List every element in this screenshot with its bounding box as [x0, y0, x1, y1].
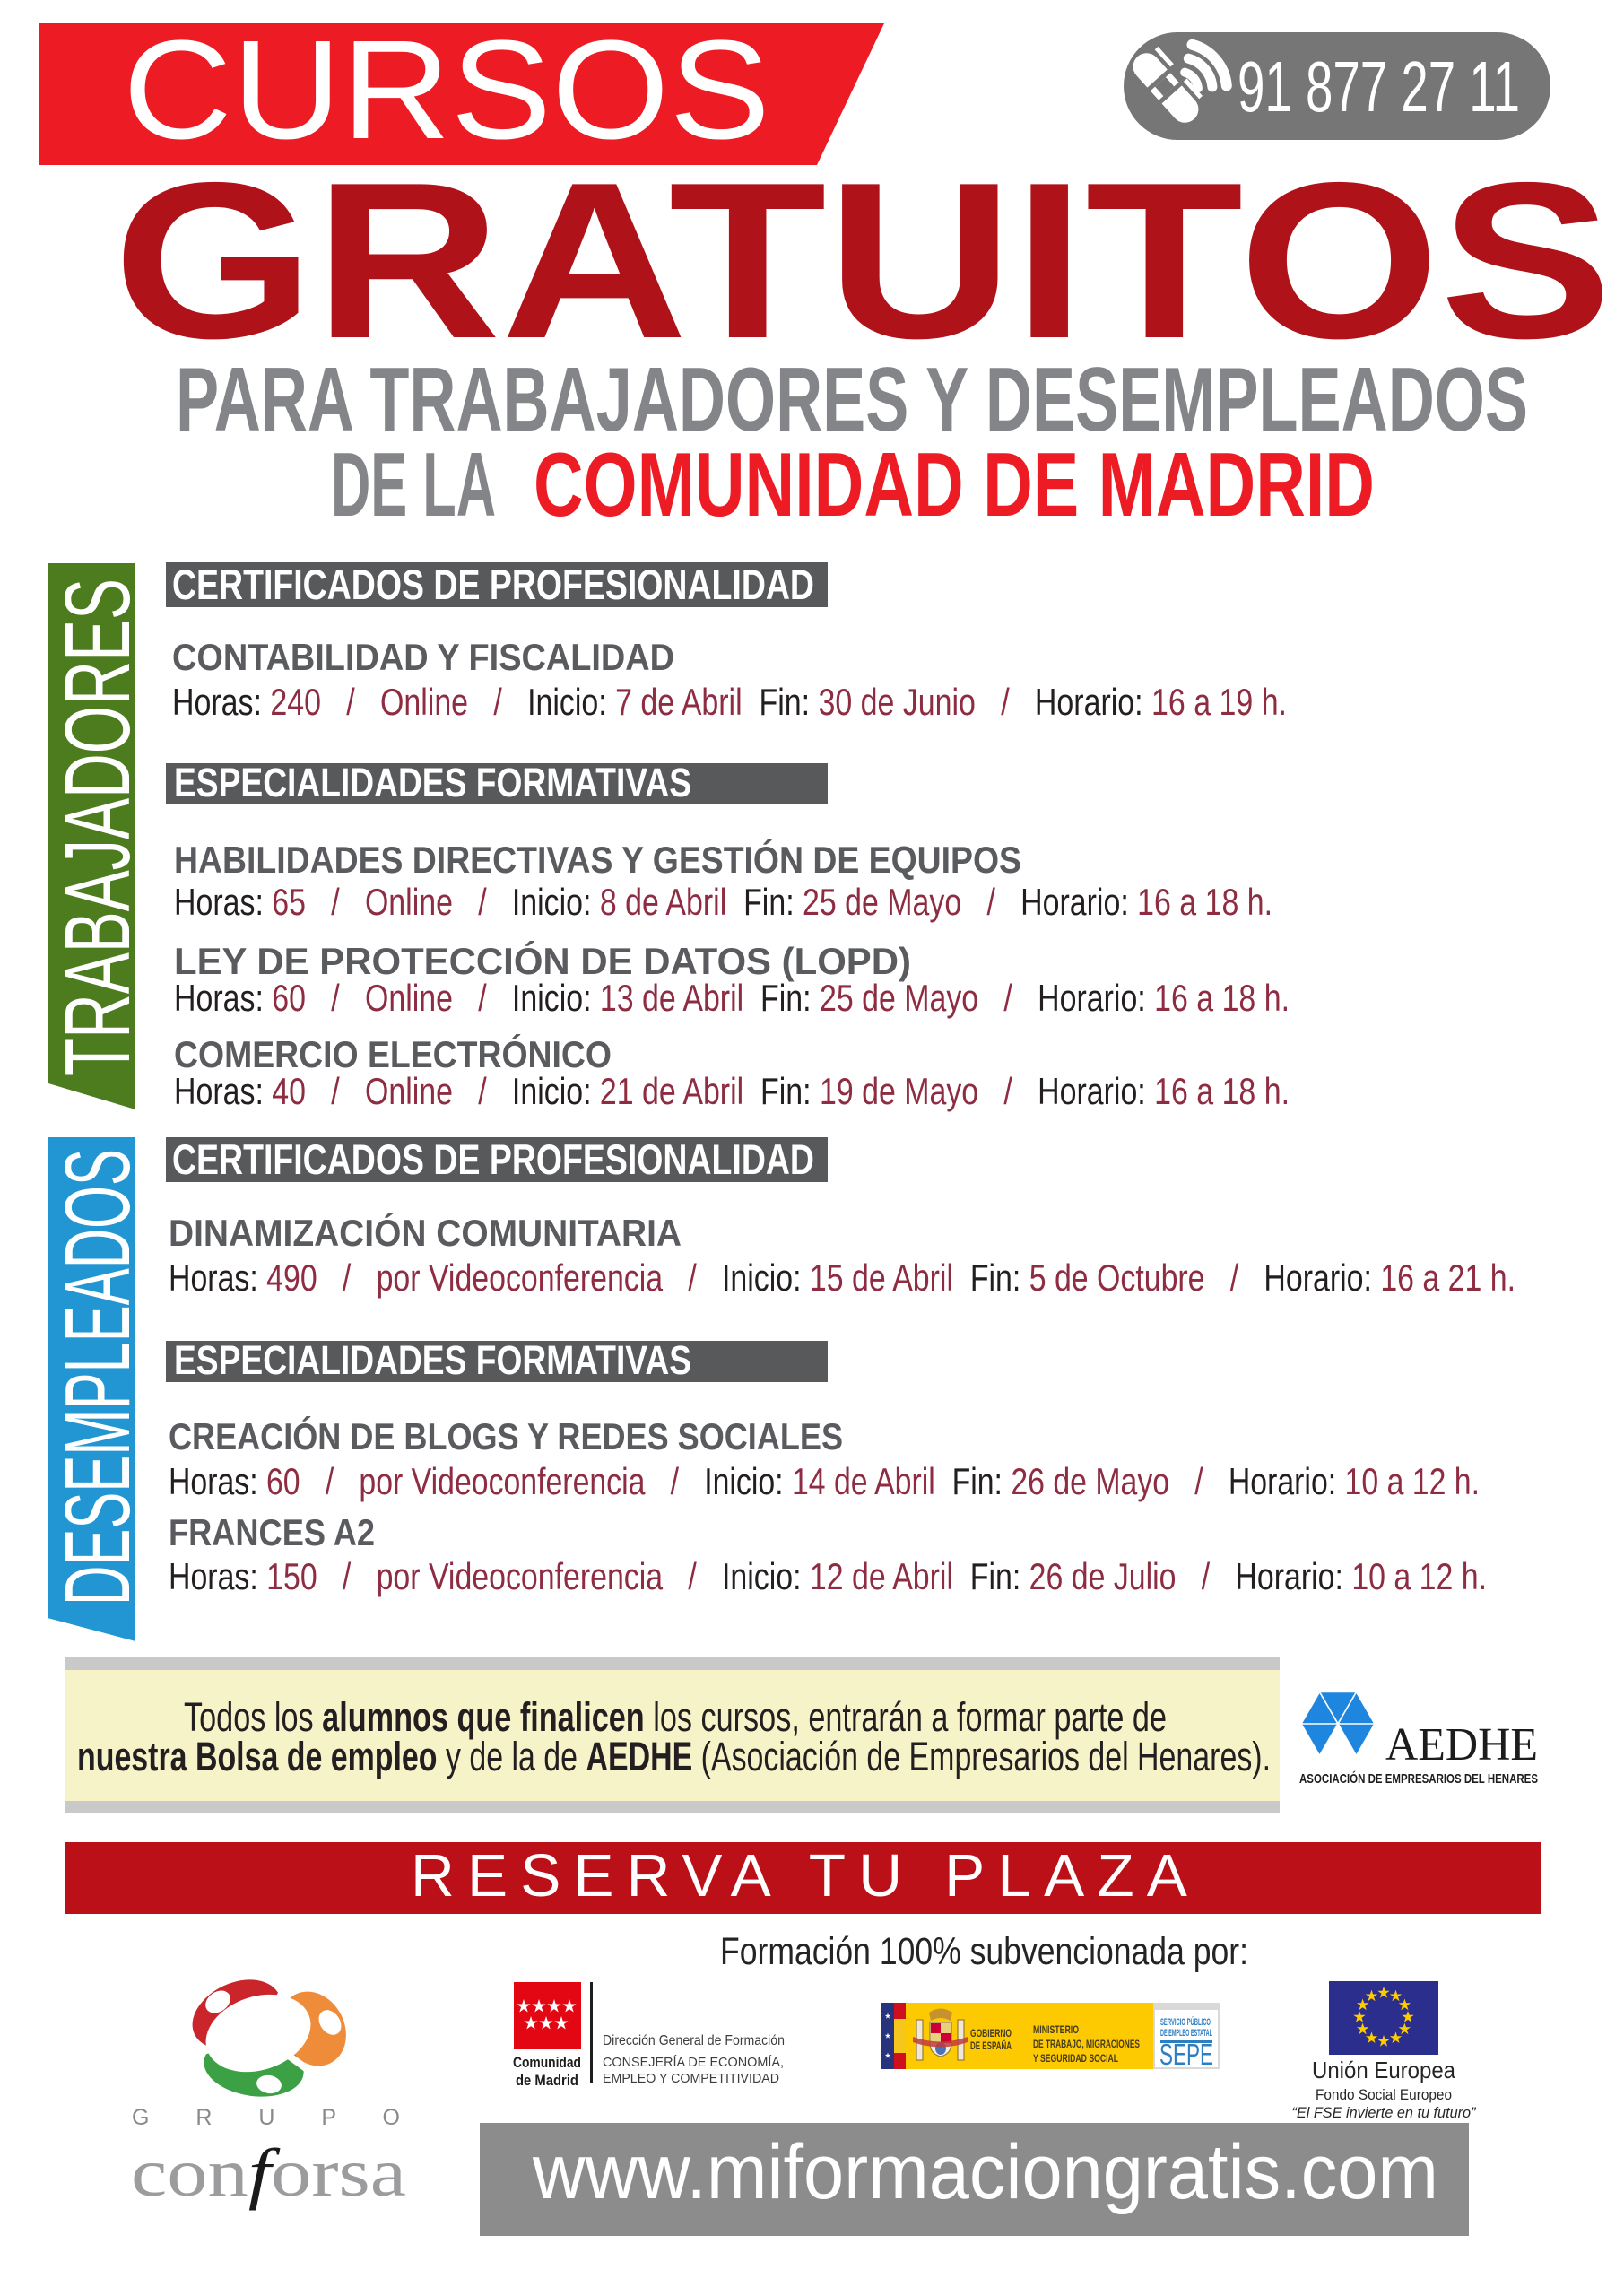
svg-text:CERTIFICADOS DE PROFESIONALIDA: CERTIFICADOS DE PROFESIONALIDAD — [172, 561, 814, 608]
svg-text:Horas: 150 / por Videoconf: Horas: 150 / por Videoconferencia / Inic… — [169, 1555, 1487, 1597]
svg-text:PARA TRABAJADORES Y DESEMPLEAD: PARA TRABAJADORES Y DESEMPLEADOS — [176, 350, 1528, 450]
svg-text:TRABAJADORES: TRABAJADORES — [46, 578, 149, 1076]
svg-text:CREACIÓN DE BLOGS Y REDES SOCI: CREACIÓN DE BLOGS Y REDES SOCIALES — [169, 1414, 843, 1457]
svg-text:de Madrid: de Madrid — [516, 2072, 578, 2089]
svg-text:COMERCIO ELECTRÓNICO: COMERCIO ELECTRÓNICO — [174, 1032, 612, 1075]
svg-text:MINISTERIO: MINISTERIO — [1033, 2023, 1079, 2036]
svg-text:Fondo Social Europeo: Fondo Social Europeo — [1316, 2086, 1452, 2103]
svg-text:Horas: 60 / Online / I: Horas: 60 / Online / Inicio: 13 de Abril… — [174, 977, 1290, 1019]
svg-text:Y SEGURIDAD SOCIAL: Y SEGURIDAD SOCIAL — [1033, 2052, 1118, 2065]
svg-text:“El FSE invierte en tu futuro”: “El FSE invierte en tu futuro” — [1292, 2104, 1477, 2121]
svg-text:GRATUITOS: GRATUITOS — [113, 135, 1612, 385]
svg-text:Horas: 240 / Online /: Horas: 240 / Online / Inicio: 7 de Abril… — [172, 681, 1287, 723]
svg-text:Horas: 40 / Online / I: Horas: 40 / Online / Inicio: 21 de Abril… — [174, 1070, 1290, 1112]
svg-text:ESPECIALIDADES FORMATIVAS: ESPECIALIDADES FORMATIVAS — [174, 760, 691, 805]
svg-text:91 877 27 11: 91 877 27 11 — [1238, 47, 1520, 126]
svg-text:www.miformaciongratis.com: www.miformaciongratis.com — [532, 2129, 1438, 2215]
svg-text:LEY DE PROTECCIÓN DE DATOS (LO: LEY DE PROTECCIÓN DE DATOS (LOPD) — [174, 939, 911, 982]
svg-text:AEDHE: AEDHE — [1385, 1719, 1538, 1770]
svg-text:HABILIDADES DIRECTIVAS Y GESTI: HABILIDADES DIRECTIVAS Y GESTIÓN DE EQUI… — [174, 838, 1021, 881]
svg-text:Formación 100% subvencionada p: Formación 100% subvencionada por: — [720, 1930, 1248, 1973]
svg-text:SERVICIO PÚBLICO: SERVICIO PÚBLICO — [1160, 2016, 1211, 2028]
svg-text:G R U P O: G R U P O — [132, 2105, 400, 2130]
svg-text:nuestra Bolsa de empleo y de l: nuestra Bolsa de empleo y de la de AEDHE… — [77, 1734, 1271, 1779]
svg-text:ASOCIACIÓN DE EMPRESARIOS DEL: ASOCIACIÓN DE EMPRESARIOS DEL HENARES — [1299, 1770, 1538, 1787]
svg-text:DE EMPLEO ESTATAL: DE EMPLEO ESTATAL — [1160, 2028, 1212, 2039]
svg-text:RESERVA TU PLAZA: RESERVA TU PLAZA — [411, 1842, 1200, 1909]
svg-text:EMPLEO Y COMPETITIVIDAD: EMPLEO Y COMPETITIVIDAD — [603, 2071, 779, 2086]
svg-text:GOBIERNO: GOBIERNO — [970, 2027, 1012, 2039]
svg-text:Horas: 60 / por Videoconfe: Horas: 60 / por Videoconferencia / Inici… — [169, 1460, 1480, 1502]
svg-text:Comunidad: Comunidad — [513, 2054, 581, 2071]
svg-text:CONTABILIDAD Y FISCALIDAD: CONTABILIDAD Y FISCALIDAD — [172, 636, 674, 678]
svg-text:Todos los alumnos que finalice: Todos los alumnos que finalicen los curs… — [184, 1694, 1167, 1740]
svg-text:Dirección General de Formación: Dirección General de Formación — [603, 2033, 785, 2048]
svg-text:DE TRABAJO, MIGRACIONES: DE TRABAJO, MIGRACIONES — [1033, 2038, 1140, 2050]
svg-text:DESEMPLEADOS: DESEMPLEADOS — [46, 1149, 149, 1605]
svg-text:FRANCES A2: FRANCES A2 — [169, 1511, 375, 1553]
svg-text:DINAMIZACIÓN COMUNITARIA: DINAMIZACIÓN COMUNITARIA — [169, 1211, 682, 1254]
svg-text:ESPECIALIDADES FORMATIVAS: ESPECIALIDADES FORMATIVAS — [174, 1337, 691, 1383]
svg-text:Unión Europea: Unión Europea — [1312, 2057, 1455, 2083]
svg-text:SEPE: SEPE — [1159, 2038, 1213, 2071]
svg-text:DE ESPAÑA: DE ESPAÑA — [970, 2039, 1012, 2052]
svg-text:Horas: 490 / por Videoconf: Horas: 490 / por Videoconferencia / Inic… — [169, 1257, 1515, 1299]
svg-text:COMUNIDAD DE MADRID: COMUNIDAD DE MADRID — [534, 435, 1375, 535]
svg-text:DE LA: DE LA — [331, 435, 496, 535]
svg-text:Horas: 65 / Online / I: Horas: 65 / Online / Inicio: 8 de Abril … — [174, 881, 1272, 923]
svg-text:CURSOS: CURSOS — [123, 12, 770, 169]
svg-text:CERTIFICADOS DE PROFESIONALIDA: CERTIFICADOS DE PROFESIONALIDAD — [172, 1135, 814, 1183]
svg-text:CONSEJERÍA DE ECONOMÍA,: CONSEJERÍA DE ECONOMÍA, — [603, 2055, 784, 2070]
